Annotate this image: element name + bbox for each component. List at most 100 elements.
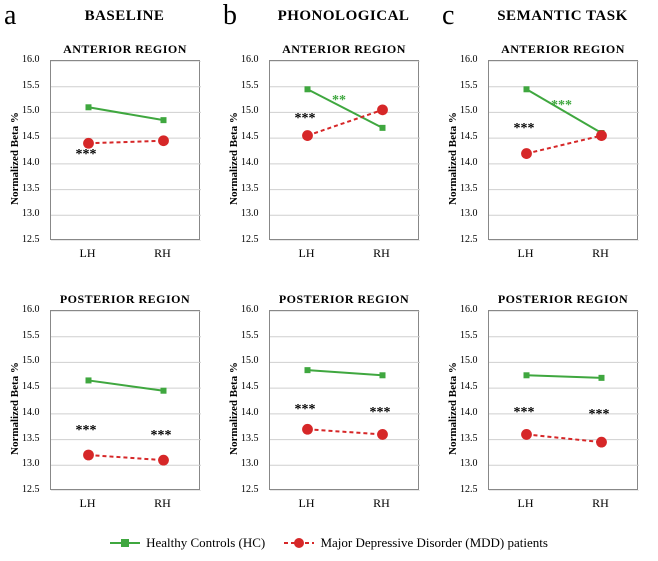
subplot-title: POSTERIOR REGION bbox=[488, 292, 638, 307]
ytick-label: 12.5 bbox=[460, 234, 478, 245]
subplot-title: ANTERIOR REGION bbox=[269, 42, 419, 57]
column-title: PHONOLOGICAL bbox=[249, 8, 438, 25]
subplot-title: ANTERIOR REGION bbox=[50, 42, 200, 57]
xtick-label: RH bbox=[148, 496, 178, 511]
significance-marker: ** bbox=[332, 93, 346, 109]
xtick-label: RH bbox=[367, 246, 397, 261]
ytick-label: 15.5 bbox=[241, 330, 259, 341]
y-axis-label: Normalized Beta % bbox=[9, 345, 21, 455]
ytick-label: 15.5 bbox=[22, 330, 40, 341]
ytick-label: 16.0 bbox=[460, 54, 478, 65]
legend-item-mdd: Major Depressive Disorder (MDD) patients bbox=[284, 535, 547, 551]
ytick-label: 14.0 bbox=[22, 157, 40, 168]
ytick-label: 13.0 bbox=[22, 208, 40, 219]
ytick-label: 16.0 bbox=[460, 304, 478, 315]
legend-marker-hc bbox=[110, 537, 140, 549]
xtick-label: RH bbox=[148, 246, 178, 261]
ytick-label: 12.5 bbox=[241, 234, 259, 245]
ytick-label: 15.5 bbox=[241, 80, 259, 91]
ytick-label: 15.0 bbox=[241, 355, 259, 366]
ytick-label: 16.0 bbox=[241, 304, 259, 315]
chart-area bbox=[269, 310, 419, 490]
significance-marker: *** bbox=[295, 111, 316, 127]
ytick-label: 14.5 bbox=[460, 131, 478, 142]
subplot-title: POSTERIOR REGION bbox=[50, 292, 200, 307]
ytick-label: 13.5 bbox=[241, 183, 259, 194]
legend-marker-mdd bbox=[284, 537, 314, 549]
y-axis-label: Normalized Beta % bbox=[228, 345, 240, 455]
xtick-label: LH bbox=[292, 246, 322, 261]
figure: a BASELINE ANTERIOR REGION 12.5 13.0 13.5 14.0… bbox=[0, 0, 658, 561]
xtick-label: LH bbox=[73, 496, 103, 511]
column-title: SEMANTIC TASK bbox=[468, 8, 657, 25]
ytick-label: 14.5 bbox=[241, 131, 259, 142]
ytick-label: 13.0 bbox=[460, 208, 478, 219]
subplot-title: ANTERIOR REGION bbox=[488, 42, 638, 57]
y-axis-label: Normalized Beta % bbox=[9, 95, 21, 205]
significance-marker: *** bbox=[514, 121, 535, 137]
ytick-label: 15.0 bbox=[460, 105, 478, 116]
significance-marker: *** bbox=[514, 405, 535, 421]
ytick-label: 15.0 bbox=[22, 355, 40, 366]
legend-mdd-label: Major Depressive Disorder (MDD) patients bbox=[320, 535, 547, 551]
ytick-label: 14.5 bbox=[22, 381, 40, 392]
ytick-label: 13.5 bbox=[22, 183, 40, 194]
significance-marker: *** bbox=[589, 407, 610, 423]
ytick-label: 13.5 bbox=[460, 183, 478, 194]
ytick-label: 15.0 bbox=[241, 105, 259, 116]
panel-letter: b bbox=[223, 0, 237, 32]
xtick-label: RH bbox=[586, 246, 616, 261]
significance-marker: *** bbox=[295, 402, 316, 418]
legend-item-hc: Healthy Controls (HC) bbox=[110, 535, 265, 551]
panel-letter: c bbox=[442, 0, 454, 32]
significance-marker: *** bbox=[370, 405, 391, 421]
chart-area bbox=[269, 60, 419, 240]
chart-area bbox=[488, 310, 638, 490]
ytick-label: 15.0 bbox=[22, 105, 40, 116]
legend: Healthy Controls (HC) Major Depressive D… bbox=[0, 535, 658, 553]
legend-hc-label: Healthy Controls (HC) bbox=[146, 535, 265, 551]
ytick-label: 14.0 bbox=[22, 407, 40, 418]
xtick-label: RH bbox=[367, 496, 397, 511]
ytick-label: 14.5 bbox=[241, 381, 259, 392]
ytick-label: 16.0 bbox=[22, 54, 40, 65]
ytick-label: 15.0 bbox=[460, 355, 478, 366]
chart-area bbox=[50, 60, 200, 240]
column-title: BASELINE bbox=[30, 8, 219, 25]
ytick-label: 12.5 bbox=[22, 484, 40, 495]
chart-area bbox=[50, 310, 200, 490]
ytick-label: 15.5 bbox=[22, 80, 40, 91]
xtick-label: LH bbox=[511, 246, 541, 261]
ytick-label: 16.0 bbox=[22, 304, 40, 315]
significance-marker: *** bbox=[151, 428, 172, 444]
y-axis-label: Normalized Beta % bbox=[447, 95, 459, 205]
chart-area bbox=[488, 60, 638, 240]
ytick-label: 15.5 bbox=[460, 80, 478, 91]
xtick-label: LH bbox=[73, 246, 103, 261]
ytick-label: 14.0 bbox=[241, 407, 259, 418]
y-axis-label: Normalized Beta % bbox=[228, 95, 240, 205]
ytick-label: 12.5 bbox=[460, 484, 478, 495]
ytick-label: 15.5 bbox=[460, 330, 478, 341]
ytick-label: 13.5 bbox=[22, 433, 40, 444]
ytick-label: 12.5 bbox=[241, 484, 259, 495]
significance-marker: *** bbox=[76, 147, 97, 163]
ytick-label: 13.0 bbox=[241, 458, 259, 469]
ytick-label: 16.0 bbox=[241, 54, 259, 65]
ytick-label: 14.5 bbox=[460, 381, 478, 392]
ytick-label: 14.5 bbox=[22, 131, 40, 142]
ytick-label: 13.0 bbox=[460, 458, 478, 469]
ytick-label: 13.5 bbox=[241, 433, 259, 444]
ytick-label: 14.0 bbox=[241, 157, 259, 168]
y-axis-label: Normalized Beta % bbox=[447, 345, 459, 455]
xtick-label: RH bbox=[586, 496, 616, 511]
panel-letter: a bbox=[4, 0, 16, 32]
ytick-label: 13.0 bbox=[22, 458, 40, 469]
subplot-title: POSTERIOR REGION bbox=[269, 292, 419, 307]
ytick-label: 14.0 bbox=[460, 157, 478, 168]
xtick-label: LH bbox=[292, 496, 322, 511]
ytick-label: 12.5 bbox=[22, 234, 40, 245]
significance-marker: *** bbox=[551, 98, 572, 114]
xtick-label: LH bbox=[511, 496, 541, 511]
ytick-label: 13.0 bbox=[241, 208, 259, 219]
